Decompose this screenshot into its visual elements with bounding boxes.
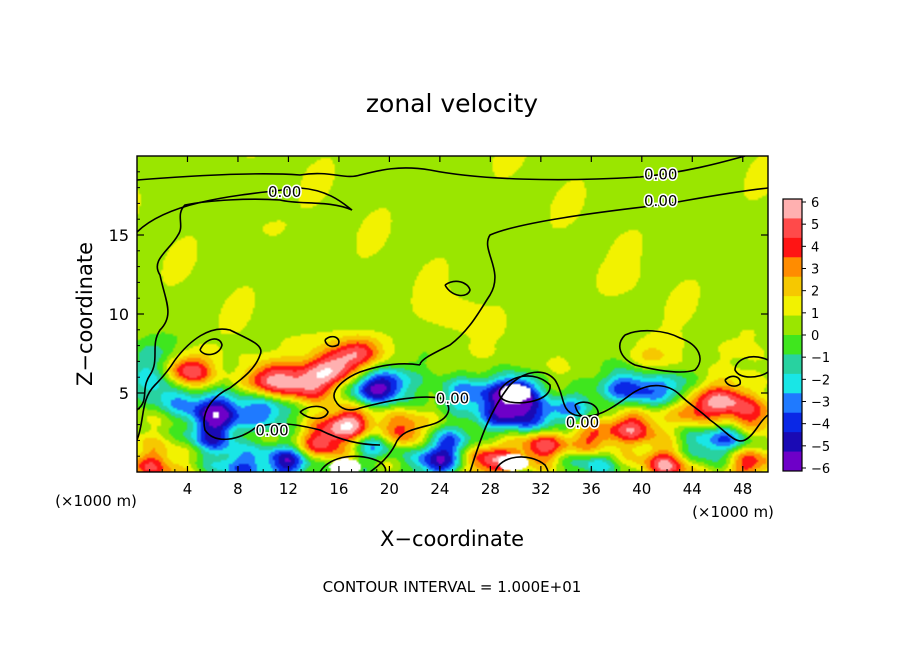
x-unit-label-left: (×1000 m) xyxy=(55,492,137,510)
contour-line xyxy=(174,328,381,446)
colorbar-swatch xyxy=(783,373,802,394)
colorbar-swatch xyxy=(783,451,802,472)
contour-label: 0.00 xyxy=(644,165,677,183)
chart-title: zonal velocity xyxy=(366,89,538,118)
contour-line xyxy=(137,198,353,411)
y-axis-label: Z−coordinate xyxy=(73,242,97,386)
colorbar-swatch xyxy=(783,335,802,355)
colorbar-swatch xyxy=(783,276,802,297)
contour-line xyxy=(333,363,450,472)
contour-label: 0.00 xyxy=(268,183,301,201)
colorbar-swatch xyxy=(783,296,802,317)
x-tick-label: 12 xyxy=(279,480,298,498)
contour-line xyxy=(619,329,701,373)
contour-label: 0.00 xyxy=(255,421,288,439)
x-tick-label: 44 xyxy=(683,480,702,498)
colorbar-label: 5 xyxy=(811,218,819,233)
contour-line xyxy=(137,156,746,181)
x-unit-label-right: (×1000 m) xyxy=(692,503,774,521)
contour-interval-note: CONTOUR INTERVAL = 1.000E+01 xyxy=(323,578,582,596)
colorbar-label: 2 xyxy=(811,285,819,300)
contour-line xyxy=(734,355,768,378)
x-axis: 4 8 12 16 20 24 28 32 36 40 44 48 xyxy=(149,156,756,498)
y-tick-label: 10 xyxy=(109,305,129,324)
contour-line xyxy=(469,371,768,472)
colorbar-label: 1 xyxy=(811,307,819,322)
colorbar-label: −2 xyxy=(811,373,830,388)
y-tick-label: 5 xyxy=(119,384,129,403)
colorbar-label: −6 xyxy=(811,462,830,477)
colorbar-label: −4 xyxy=(811,418,830,433)
colorbar-swatch xyxy=(783,237,802,258)
colorbar-label: 0 xyxy=(811,329,819,344)
contour-line xyxy=(574,401,599,420)
x-tick-label: 16 xyxy=(329,480,348,498)
colorbar-swatch xyxy=(783,354,802,375)
x-tick-label: 8 xyxy=(233,480,243,498)
contour-line xyxy=(299,405,329,420)
x-tick-label: 48 xyxy=(733,480,752,498)
contour-line xyxy=(724,375,742,387)
y-axis: 5 10 15 xyxy=(109,171,768,457)
contour-line xyxy=(444,280,471,297)
colorbar-label: −1 xyxy=(811,351,830,366)
colorbar-label: −3 xyxy=(811,396,830,411)
contour-label: 0.00 xyxy=(644,192,677,210)
contour-line xyxy=(319,455,387,472)
contour-line xyxy=(199,338,223,356)
contour-line xyxy=(324,335,340,348)
velocity-field xyxy=(137,156,768,472)
contour-line xyxy=(498,375,551,404)
colorbar-label: 3 xyxy=(811,263,819,278)
zero-contours xyxy=(137,156,768,472)
x-tick-label: 20 xyxy=(380,480,399,498)
contour-label: 0.00 xyxy=(566,413,599,431)
colorbar-swatch xyxy=(783,199,802,219)
x-tick-label: 32 xyxy=(531,480,550,498)
colorbar-swatch xyxy=(783,393,802,414)
x-tick-label: 4 xyxy=(183,480,193,498)
contour-line xyxy=(419,187,768,366)
colorbar-swatch xyxy=(783,412,802,433)
colorbar: 6 5 4 3 2 1 0 −1 −2 −3 −4 −5 −6 xyxy=(782,196,830,477)
contour-line xyxy=(137,187,353,233)
contour-labels: 0.00 0.00 0.00 0.00 0.00 0.00 xyxy=(254,164,679,441)
colorbar-label: −5 xyxy=(811,440,830,455)
colorbar-swatch xyxy=(783,315,802,336)
y-tick-label: 15 xyxy=(109,226,129,245)
colorbar-swatch xyxy=(783,218,802,239)
x-axis-label: X−coordinate xyxy=(380,527,524,551)
contour-line xyxy=(137,359,176,441)
x-tick-label: 24 xyxy=(430,480,449,498)
contour-label: 0.00 xyxy=(436,390,469,408)
colorbar-label: 6 xyxy=(811,196,819,211)
colorbar-label: 4 xyxy=(811,240,819,255)
field-layer xyxy=(137,156,768,472)
x-tick-label: 28 xyxy=(481,480,500,498)
colorbar-swatch xyxy=(783,257,802,278)
colorbar-swatch xyxy=(783,432,802,453)
x-tick-label: 40 xyxy=(632,480,651,498)
x-tick-label: 36 xyxy=(582,480,601,498)
